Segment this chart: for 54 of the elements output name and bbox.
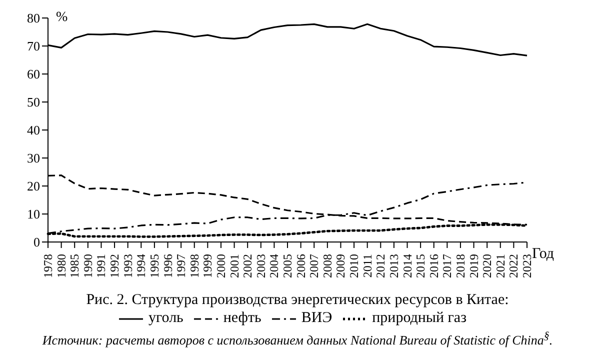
x-tick-label: 2004 [267,254,282,278]
x-tick-label: 2016 [426,254,441,278]
text: Рис. 2. Структура производства энергетических ресурсов в Китае: [85,292,510,309]
y-tick-label: 60 [27,66,40,82]
text: Источник: расчеты авторов с использованием данных National Bureau of Statistic of China$^{§}$. [41,330,554,348]
x-tick-label: 2023 [520,254,534,278]
x-tick-label: 1992 [108,254,122,278]
x-tick-label: 2005 [280,254,294,278]
y-axis-title: % [56,10,68,26]
y-tick-label: 70 [27,38,40,54]
x-tick-label: 2009 [334,254,348,278]
x-tick-label: 1978 [41,254,55,278]
y-tick-label: 50 [27,94,40,110]
x-tick-label: 2006 [294,254,308,278]
x-tick-label: 1993 [120,254,135,278]
x-tick-label: 2010 [347,254,362,278]
x-tick-label: 2020 [480,254,494,278]
x-tick-label: 2021 [493,254,508,278]
x-tick-label: 2001 [227,254,242,278]
legend-label: уголь [147,310,184,326]
x-tick-label: 1995 [147,254,162,278]
y-tick-label: 20 [27,178,40,194]
x-tick-label: 2015 [414,254,428,278]
x-tick-label: 2000 [214,254,228,278]
x-tick-label: 2013 [386,254,401,278]
x-tick-label: 1997 [174,254,188,278]
x-axis-title: Год [532,246,554,263]
legend-label: ВИЭ [300,310,332,326]
x-tick-label: 1996 [160,254,175,278]
x-tick-label: 1980 [54,254,68,278]
x-tick-label: 2012 [374,254,388,278]
x-tick-label: 1998 [187,254,202,278]
y-tick-label: 10 [27,206,40,222]
x-tick-label: 2018 [453,254,468,278]
y-tick-label: 0 [34,234,40,250]
x-tick-label: 2007 [307,254,322,278]
x-tick-label: 2002 [240,254,255,278]
x-tick-label: 2003 [254,254,268,278]
x-tick-label: 2017 [440,254,454,278]
x-tick-label: 2014 [400,254,414,278]
x-tick-label: 2011 [360,254,374,278]
y-tick-label: 80 [27,10,40,26]
legend-label: нефть [222,310,262,326]
x-tick-label: 1985 [68,254,82,278]
x-tick-label: 1994 [134,254,148,278]
x-tick-label: 1990 [80,254,95,278]
y-tick-label: 40 [27,122,40,138]
legend-label: природный газ [371,310,467,326]
y-tick-label: 30 [27,150,40,166]
x-tick-label: 2022 [506,254,521,278]
x-tick-label: 2008 [320,254,334,278]
x-tick-label: 2019 [466,254,481,278]
x-tick-label: 1999 [200,254,215,278]
x-tick-label: 1991 [94,254,108,278]
